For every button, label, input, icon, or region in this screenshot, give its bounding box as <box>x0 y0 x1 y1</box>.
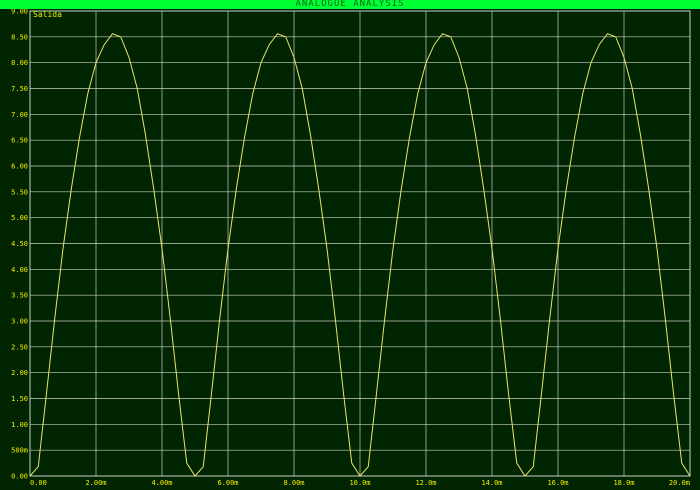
y-tick-label: 6.00 <box>11 163 28 171</box>
y-axis-ticks: 0.00 500m 1.00 1.50 2.00 2.50 3.00 3.50 4.00 4.50… <box>11 8 28 481</box>
x-tick-label: 8.00m <box>283 479 304 487</box>
x-tick-label: 10.0m <box>349 479 370 487</box>
y-tick-label: 8.50 <box>11 33 28 41</box>
y-tick-label: 2.00 <box>11 369 28 377</box>
y-tick-label: 9.00 <box>11 8 28 16</box>
x-tick-label: 20.0m <box>669 479 690 487</box>
x-tick-label: 0.00 <box>30 479 47 487</box>
x-tick-label: 2.00m <box>85 479 106 487</box>
x-tick-label: 14.0m <box>481 479 502 487</box>
y-tick-label: 4.00 <box>11 266 28 274</box>
y-tick-label: 3.50 <box>11 292 28 300</box>
x-tick-label: 6.00m <box>217 479 238 487</box>
legend-salida[interactable]: Salida <box>33 10 62 19</box>
y-tick-label: 6.50 <box>11 137 28 145</box>
x-tick-label: 12.0m <box>415 479 436 487</box>
y-tick-label: 7.50 <box>11 85 28 93</box>
y-tick-label: 4.50 <box>11 240 28 248</box>
y-tick-label: 5.50 <box>11 188 28 196</box>
y-tick-label: 8.00 <box>11 59 28 67</box>
y-tick-label: 1.50 <box>11 395 28 403</box>
y-tick-label: 3.00 <box>11 318 28 326</box>
y-tick-label: 0.00 <box>11 473 28 481</box>
grid <box>29 10 691 477</box>
y-tick-label: 7.00 <box>11 111 28 119</box>
y-tick-label: 1.00 <box>11 421 28 429</box>
x-axis-ticks: 0.00 2.00m 4.00m 6.00m 8.00m 10.0m 12.0m 14.0m 1… <box>30 479 690 487</box>
x-tick-label: 16.0m <box>547 479 568 487</box>
trace-salida[interactable] <box>29 33 691 477</box>
y-tick-label: 500m <box>11 447 28 455</box>
window-title: ANALOGUE ANALYSIS <box>0 0 700 9</box>
x-tick-label: 4.00m <box>151 479 172 487</box>
x-tick-label: 18.0m <box>613 479 634 487</box>
y-tick-label: 5.00 <box>11 214 28 222</box>
y-tick-label: 2.50 <box>11 343 28 351</box>
